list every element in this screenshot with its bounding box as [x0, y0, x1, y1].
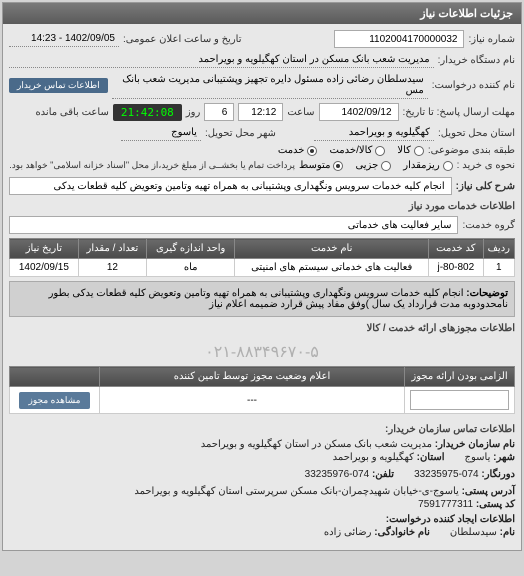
announce-date-value: 1402/09/05 - 14:23: [9, 31, 119, 47]
buyer-label: نام دستگاه خریدار:: [438, 55, 515, 66]
org-phone: تلفن: 074-33235976: [305, 469, 394, 480]
need-number-value: 1102004170000032: [334, 30, 464, 48]
col-date: تاریخ نیاز: [10, 239, 79, 259]
days-label: روز: [186, 107, 201, 118]
radio-icon: [307, 146, 317, 156]
panel-body: شماره نیاز: 1102004170000032 تاریخ و ساع…: [3, 24, 521, 550]
buyer-value: مدیریت شعب بانک مسکن در استان کهگیلویه و…: [9, 52, 434, 68]
budget-opt-1[interactable]: کالا/خدمت: [329, 145, 385, 156]
deadline-time: 12:12: [238, 103, 283, 121]
permit-req-cell: [405, 387, 515, 414]
services-section-title: اطلاعات خدمات مورد نیاز: [9, 201, 515, 212]
creator-family: نام خانوادگی: رضائی زاده: [324, 527, 430, 538]
org-address: آدرس پستی: یاسوج-ی-خیابان شهیدچمران-بانک…: [9, 486, 515, 497]
need-desc-value: انجام کلیه خدمات سرویس ونگهداری وپشتیبان…: [9, 177, 452, 195]
creator-name: نام: سیدسلطان: [450, 527, 515, 538]
org-section-title: اطلاعات تماس سازمان خریدار:: [9, 424, 515, 435]
radio-icon: [443, 161, 453, 171]
contact-phone-large: ۰۲۱-۸۸۳۴۹۶۷۰-۵: [9, 338, 515, 366]
service-group-value: سایر فعالیت های خدماتی: [9, 216, 458, 234]
table-row: 1 j-80-802 فعالیت های خدماتی سیستم های ا…: [10, 259, 515, 277]
deadline-date: 1402/09/12: [319, 103, 399, 121]
permits-table: الزامی بودن ارائه مجوز اعلام وضعیت مجوز …: [9, 366, 515, 414]
days-value: 6: [204, 103, 234, 121]
delivery-state-label: استان محل تحویل:: [438, 128, 515, 139]
cell-unit: ماه: [147, 259, 235, 277]
permit-row: --- مشاهده مجوز: [10, 387, 515, 414]
requester-value: سیدسلطان رضائی زاده مسئول دایره تجهیز وپ…: [112, 72, 428, 99]
service-group-label: گروه خدمت:: [462, 220, 515, 231]
col-unit: واحد اندازه گیری: [147, 239, 235, 259]
main-panel: جزئیات اطلاعات نیاز شماره نیاز: 11020041…: [2, 2, 522, 551]
countdown-timer: 21:42:08: [113, 104, 182, 121]
need-desc-label: شرح کلی نیاز:: [456, 181, 515, 192]
remaining-label: ساعت باقی مانده: [35, 107, 108, 118]
permit-action-cell: مشاهده مجوز: [10, 387, 100, 414]
services-table: ردیف کد خدمت نام خدمت واحد اندازه گیری ت…: [9, 238, 515, 277]
col-qty: تعداد / مقدار: [78, 239, 146, 259]
announce-date-label: تاریخ و ساعت اعلان عمومی:: [123, 34, 242, 45]
budget-label: طبقه بندی موضوعی:: [428, 145, 515, 156]
permit-col-status: اعلام وضعیت مجوز توسط تامین کننده: [100, 367, 405, 387]
requester-label: نام کننده درخواست:: [432, 80, 515, 91]
permit-col-action: [10, 367, 100, 387]
purchase-label: نحوه ی خرید :: [457, 160, 515, 171]
need-number-label: شماره نیاز:: [468, 34, 515, 45]
service-note-label: توضیحات:: [466, 288, 508, 299]
permit-col-req: الزامی بودن ارائه مجوز: [405, 367, 515, 387]
deadline-label: مهلت ارسال پاسخ: تا تاریخ:: [403, 107, 515, 118]
deadline-time-label: ساعت: [287, 107, 314, 118]
creator-section-label: اطلاعات ایجاد کننده درخواست:: [9, 514, 515, 525]
permits-section-title: اطلاعات مجوزهای ارائه خدمت / کالا: [9, 323, 515, 334]
radio-icon: [375, 146, 385, 156]
delivery-city-label: شهر محل تحویل:: [205, 128, 276, 139]
radio-icon: [414, 146, 424, 156]
cell-row: 1: [483, 259, 514, 277]
org-zip: کد پستی: 7591777311: [9, 499, 515, 510]
budget-radio-group: کالا کالا/خدمت خدمت: [278, 145, 424, 156]
purchase-opt-0[interactable]: ریزمقدار: [403, 160, 452, 171]
col-code: کد خدمت: [429, 239, 483, 259]
radio-icon: [381, 161, 391, 171]
panel-title: جزئیات اطلاعات نیاز: [3, 3, 521, 24]
budget-opt-2[interactable]: خدمت: [278, 145, 318, 156]
service-note-box: توضیحات: انجام کلیه خدمات سرویس ونگهداری…: [9, 281, 515, 317]
radio-icon: [333, 161, 343, 171]
purchase-radio-group: ریزمقدار جزیی متوسط: [299, 160, 453, 171]
delivery-state-value: کهگیلویه و بویراحمد: [314, 125, 434, 141]
delivery-city-value: یاسوج: [121, 125, 201, 141]
cell-name: فعالیت های خدماتی سیستم های امنیتی: [235, 259, 429, 277]
col-name: نام خدمت: [235, 239, 429, 259]
purchase-opt-2[interactable]: متوسط: [299, 160, 343, 171]
col-row: ردیف: [483, 239, 514, 259]
buyer-contact-button[interactable]: اطلاعات تماس خریدار: [9, 78, 108, 93]
cell-code: j-80-802: [429, 259, 483, 277]
permit-status-cell: ---: [100, 387, 405, 414]
org-city: شهر: یاسوج: [465, 452, 515, 463]
org-fax: دورنگار: 074-33235975: [414, 469, 515, 480]
budget-opt-0[interactable]: کالا: [397, 145, 424, 156]
org-name-line: نام سازمان خریدار: مدیریت شعب بانک مسکن …: [9, 439, 515, 450]
cell-date: 1402/09/15: [10, 259, 79, 277]
org-province: استان: کهگیلویه و بویراحمد: [333, 452, 445, 463]
service-note-value: انجام کلیه خدمات سرویس ونگهداری وپشتیبان…: [49, 288, 508, 310]
purchase-note: پرداخت تمام یا بخشــی از مبلغ خرید،از مح…: [9, 160, 295, 171]
purchase-opt-1[interactable]: جزیی: [355, 160, 391, 171]
view-permit-button[interactable]: مشاهده مجوز: [19, 392, 91, 409]
cell-qty: 12: [78, 259, 146, 277]
